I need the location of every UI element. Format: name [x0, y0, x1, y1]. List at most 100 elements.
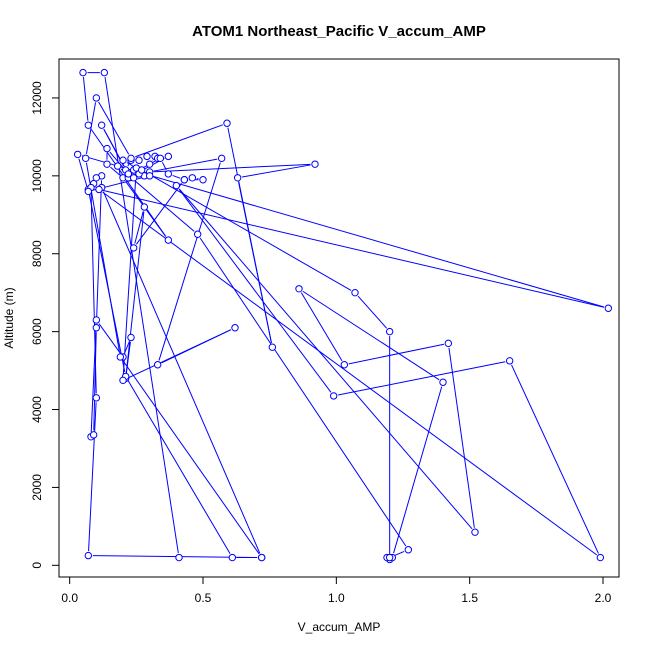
- series-segment: [82, 77, 89, 121]
- series-segment: [95, 180, 103, 324]
- series-segment: [127, 163, 130, 167]
- data-point: [124, 170, 133, 178]
- series-segment: [158, 162, 221, 361]
- data-point: [137, 166, 146, 174]
- series-segment: [199, 237, 407, 547]
- series-segment: [81, 155, 605, 308]
- series-segment: [103, 190, 605, 308]
- data-point: [439, 378, 447, 386]
- data-point: [180, 176, 189, 184]
- series-segment: [135, 124, 223, 158]
- series-layer: [73, 68, 613, 564]
- data-point: [233, 174, 242, 182]
- series-segment: [511, 364, 599, 554]
- data-point: [145, 160, 154, 168]
- data-point: [89, 431, 98, 439]
- series-segment: [98, 101, 130, 155]
- data-point: [97, 121, 106, 129]
- series-segment: [302, 290, 440, 381]
- data-point: [295, 285, 303, 293]
- series-segment: [122, 360, 260, 555]
- data-point: [444, 339, 453, 348]
- y-axis: 0 2000 4000 6000 8000 10000 12000: [30, 81, 60, 569]
- plot-frame: [58, 58, 620, 578]
- data-point: [127, 154, 135, 163]
- data-point: [257, 553, 266, 562]
- series-segment: [393, 551, 405, 557]
- x-axis-label: V_accum_AMP: [298, 620, 381, 634]
- series-segment: [102, 191, 261, 554]
- data-point: [164, 152, 173, 161]
- data-point: [103, 160, 111, 168]
- series-segment: [178, 188, 473, 530]
- x-tick-label: 1.0: [328, 591, 345, 605]
- data-point: [100, 68, 109, 77]
- x-axis: 0.0 0.5 1.0 1.5 2.0: [61, 576, 612, 605]
- series-segment: [393, 386, 443, 554]
- data-point: [127, 333, 135, 342]
- data-point: [596, 553, 605, 562]
- series-segment: [110, 166, 120, 176]
- data-point: [164, 236, 173, 244]
- data-point: [84, 551, 93, 560]
- data-point: [351, 288, 359, 297]
- series-segment: [88, 402, 97, 552]
- data-point: [153, 361, 162, 369]
- y-tick-label: 0: [30, 562, 44, 569]
- series-segment: [93, 332, 97, 431]
- data-point: [84, 121, 93, 129]
- x-tick-label: 1.5: [461, 591, 478, 605]
- series-segment: [90, 192, 97, 394]
- data-point: [92, 394, 101, 402]
- data-point: [199, 176, 207, 184]
- data-point: [231, 324, 239, 332]
- y-tick-label: 6000: [30, 318, 44, 345]
- y-tick-label: 12000: [30, 81, 44, 115]
- data-point: [95, 185, 103, 194]
- series-segment: [238, 182, 272, 343]
- series-segment: [448, 347, 475, 528]
- series-segment: [124, 341, 130, 353]
- data-point: [103, 144, 111, 153]
- data-point: [73, 150, 82, 159]
- x-tick-label: 0.5: [195, 591, 212, 605]
- data-point: [119, 156, 127, 164]
- data-point: [471, 528, 479, 536]
- series-segment: [154, 163, 311, 173]
- data-point: [129, 244, 138, 252]
- data-point: [505, 357, 514, 365]
- series-segment: [127, 380, 231, 554]
- series-segment: [125, 211, 145, 374]
- x-tick-label: 0.0: [61, 591, 78, 605]
- series-segment: [300, 292, 343, 362]
- y-tick-label: 8000: [30, 240, 44, 267]
- data-point: [92, 174, 101, 182]
- series-segment: [134, 211, 144, 244]
- data-point: [143, 152, 151, 161]
- data-point: [129, 174, 138, 182]
- data-point: [92, 324, 101, 332]
- series-segment: [102, 191, 598, 556]
- chart-title: ATOM1 Northeast_Pacific V_accum_AMP: [192, 23, 486, 40]
- series-segment: [161, 329, 232, 364]
- y-tick-label: 4000: [30, 396, 44, 423]
- data-point: [385, 553, 394, 562]
- data-point: [92, 94, 101, 102]
- data-point: [116, 353, 125, 361]
- data-point: [385, 327, 394, 336]
- series-segment: [85, 102, 97, 154]
- series-segment: [104, 77, 179, 554]
- data-point: [172, 181, 181, 190]
- data-point: [188, 174, 197, 182]
- data-point: [79, 68, 87, 77]
- data-point: [604, 304, 613, 312]
- series-segment: [337, 361, 506, 396]
- data-point: [119, 376, 127, 385]
- data-point: [311, 160, 319, 168]
- series-segment: [135, 183, 183, 245]
- data-point: [329, 392, 338, 400]
- x-tick-label: 2.0: [595, 591, 612, 605]
- y-tick-label: 10000: [30, 159, 44, 193]
- data-point: [228, 553, 237, 562]
- series-segment: [348, 343, 445, 365]
